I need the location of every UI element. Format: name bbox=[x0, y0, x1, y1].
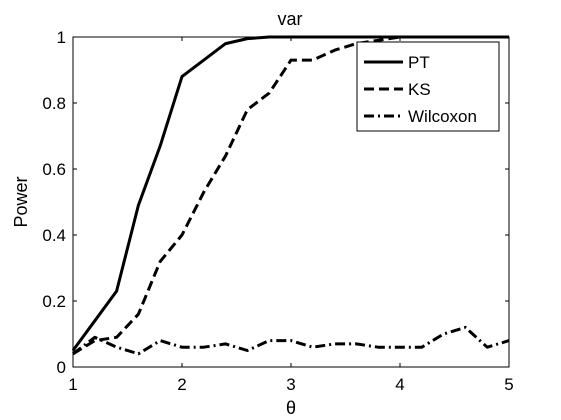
y-tick-label: 0 bbox=[57, 358, 66, 377]
x-tick-label: 1 bbox=[68, 375, 77, 394]
x-tick-label: 4 bbox=[395, 375, 404, 394]
legend-box bbox=[356, 41, 500, 132]
y-tick-label: 0.2 bbox=[42, 292, 66, 311]
x-tick-label: 5 bbox=[504, 375, 513, 394]
x-tick-label: 2 bbox=[177, 375, 186, 394]
y-tick-label: 0.6 bbox=[42, 160, 66, 179]
chart-title: var bbox=[277, 9, 302, 29]
y-tick-label: 1 bbox=[57, 28, 66, 47]
y-tick-label: 0.4 bbox=[42, 226, 66, 245]
series-line-wilcoxon bbox=[72, 325, 510, 356]
legend-label-pt: PT bbox=[408, 53, 430, 72]
legend-label-wilcoxon: Wilcoxon bbox=[408, 107, 477, 126]
x-axis-label: θ bbox=[286, 398, 296, 418]
x-tick-label: 3 bbox=[286, 375, 295, 394]
legend-label-ks: KS bbox=[408, 80, 431, 99]
y-axis-label: Power bbox=[11, 176, 31, 227]
tick-layer: 1 2 3 4 5 0 0.2 0.4 0.6 0.8 1 bbox=[42, 28, 513, 394]
y-tick-label: 0.8 bbox=[42, 94, 66, 113]
legend: PT KS Wilcoxon bbox=[356, 41, 500, 132]
